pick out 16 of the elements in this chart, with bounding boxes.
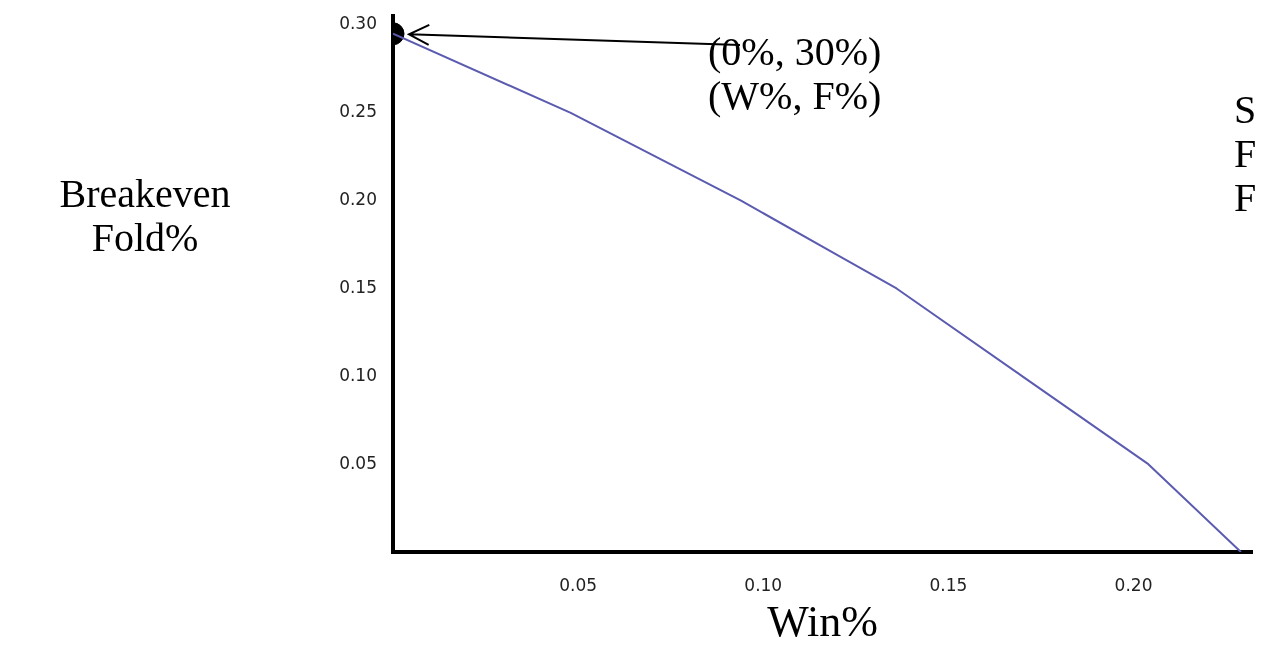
annotation: (0%, 30%) (W%, F%)	[708, 29, 882, 118]
y-axis-title: Breakeven Fold%	[58, 171, 232, 260]
y-tick-label: 0.10	[339, 364, 377, 385]
y-tick-label: 0.20	[339, 189, 377, 210]
x-tick-label: 0.15	[929, 574, 968, 595]
x-axis-title: Win%	[767, 597, 878, 647]
x-tick-label: 0.05	[559, 574, 598, 595]
y-tick-label: 0.25	[339, 101, 377, 122]
annotation: S	[1234, 87, 1257, 132]
annotation: F	[1234, 175, 1257, 220]
y-tick-label: 0.05	[339, 452, 377, 473]
x-tick-label: 0.20	[1114, 574, 1153, 595]
y-tick-label: 0.15	[339, 276, 377, 297]
y-tick-label: 0.30	[339, 13, 377, 34]
x-tick-label: 0.10	[744, 574, 783, 595]
annotation: F	[1234, 131, 1257, 176]
